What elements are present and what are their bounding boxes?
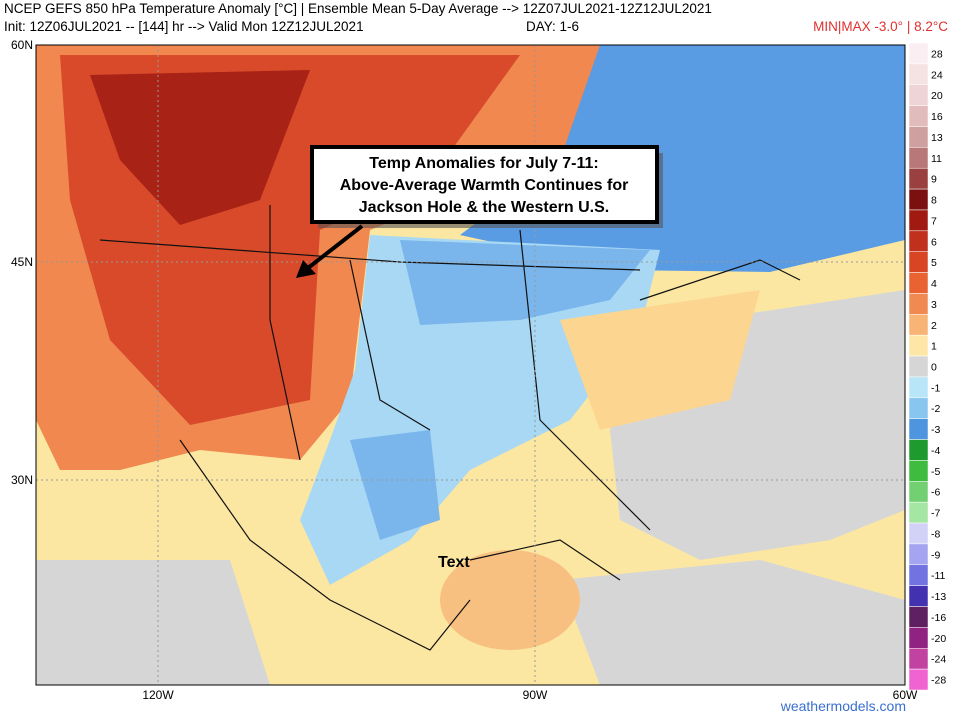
colorbar-swatch <box>908 627 929 649</box>
colorbar-label: -1 <box>931 382 940 394</box>
colorbar-swatch <box>908 501 929 524</box>
warm-southeast <box>560 290 760 430</box>
colorbar-swatch <box>908 167 929 190</box>
callout-line: Above-Average Warmth Continues for <box>340 177 629 194</box>
colorbar-label: 5 <box>931 257 937 269</box>
colorbar-label: 6 <box>931 236 937 248</box>
colorbar-label: 11 <box>931 153 942 165</box>
colorbar-swatch <box>908 668 929 691</box>
colorbar-label: 1 <box>931 341 937 353</box>
colorbar-swatch <box>908 42 929 65</box>
colorbar-label: -28 <box>931 675 946 687</box>
callout-line: Temp Anomalies for July 7-11: <box>369 155 598 172</box>
colorbar-swatch <box>908 251 929 273</box>
colorbar-swatch <box>908 481 929 503</box>
colorbar-swatch <box>908 334 929 357</box>
colorbar-swatch <box>908 648 929 670</box>
marker-text: Text <box>438 554 470 571</box>
day: DAY: 1-6 <box>526 19 579 34</box>
callout-box <box>310 145 659 224</box>
colorbar-swatch <box>908 606 929 628</box>
gulf-warm <box>440 550 580 650</box>
colorbar-label: -9 <box>931 549 940 561</box>
colorbar-swatch <box>908 460 929 482</box>
colorbar-label: 3 <box>931 299 937 311</box>
colorbar-label: 7 <box>931 215 937 227</box>
lat-label: 45N <box>11 255 33 269</box>
colorbar-label: 2 <box>931 320 937 332</box>
colorbar-swatch <box>908 314 929 336</box>
lat-label: 60N <box>11 38 33 52</box>
graticule <box>36 45 905 685</box>
colorbar-swatch <box>908 585 929 607</box>
cool-anomaly-texas <box>350 430 440 540</box>
colorbar-label: 13 <box>931 132 943 144</box>
colorbar-label: 28 <box>931 48 943 60</box>
colorbar-label: -16 <box>931 612 946 624</box>
colorbar-label: -4 <box>931 445 940 457</box>
colorbar-swatch <box>908 230 929 252</box>
colorbar-label: -2 <box>931 403 940 415</box>
caribbean-neutral <box>560 560 905 685</box>
colorbar-swatch <box>908 147 929 169</box>
colorbar-label: -5 <box>931 466 940 478</box>
colorbar-swatch <box>908 209 929 232</box>
watermark: weathermodels.com <box>780 698 906 714</box>
colorbar-swatch <box>908 63 929 85</box>
colorbar-label: 9 <box>931 174 937 186</box>
lat-label: 30N <box>11 473 33 487</box>
callout: Temp Anomalies for July 7-11: Above-Aver… <box>296 145 663 278</box>
colorbar-swatch <box>908 84 929 106</box>
pacific-neutral <box>36 560 270 685</box>
colorbar-swatch <box>908 355 929 378</box>
colorbar-label: -6 <box>931 487 940 499</box>
arrow-head <box>296 260 316 278</box>
peak-warm-anomaly <box>90 70 310 225</box>
colorbar-swatch <box>908 188 929 211</box>
colorbar-label: -20 <box>931 633 946 645</box>
callout-arrow <box>306 224 364 270</box>
colorbar-label: -7 <box>931 508 940 520</box>
colorbar-swatch <box>908 439 929 461</box>
colorbar-swatch <box>908 293 929 315</box>
boundaries <box>99 205 801 651</box>
colorbar-label: 24 <box>931 69 943 81</box>
colorbar-swatch <box>908 397 929 419</box>
colorbar-label: -8 <box>931 528 940 540</box>
callout-line: Jackson Hole & the Western U.S. <box>359 199 609 216</box>
colorbar-swatch <box>908 522 929 545</box>
init-line: Init: 12Z06JUL2021 -- [144] hr --> Valid… <box>4 19 364 34</box>
colorbar-swatch <box>908 126 929 148</box>
lon-label: 90W <box>523 688 548 702</box>
map <box>35 44 906 686</box>
colorbar-label: -13 <box>931 591 946 603</box>
colorbar-label: 4 <box>931 278 937 290</box>
colorbar-label: -11 <box>931 570 946 582</box>
colorbar-swatch <box>908 105 929 127</box>
colorbar-label: 20 <box>931 90 943 102</box>
colorbar-label: 16 <box>931 111 943 123</box>
colorbar-label: 0 <box>931 362 937 374</box>
colorbar-swatch <box>908 272 929 294</box>
min-max: MIN|MAX -3.0° | 8.2°C <box>813 19 948 34</box>
colorbar-label: -24 <box>931 654 946 666</box>
colorbar-swatch <box>908 564 929 586</box>
lon-label: 120W <box>142 688 174 702</box>
colorbar-swatch <box>908 543 929 566</box>
title: NCEP GEFS 850 hPa Temperature Anomaly [°… <box>4 1 712 16</box>
lon-label: 60W <box>893 688 918 702</box>
map-frame <box>35 44 906 686</box>
colorbar-swatch <box>908 376 929 399</box>
colorbar-swatch <box>908 418 929 440</box>
colorbar-label: -3 <box>931 424 940 436</box>
colorbar-label: 8 <box>931 195 937 207</box>
